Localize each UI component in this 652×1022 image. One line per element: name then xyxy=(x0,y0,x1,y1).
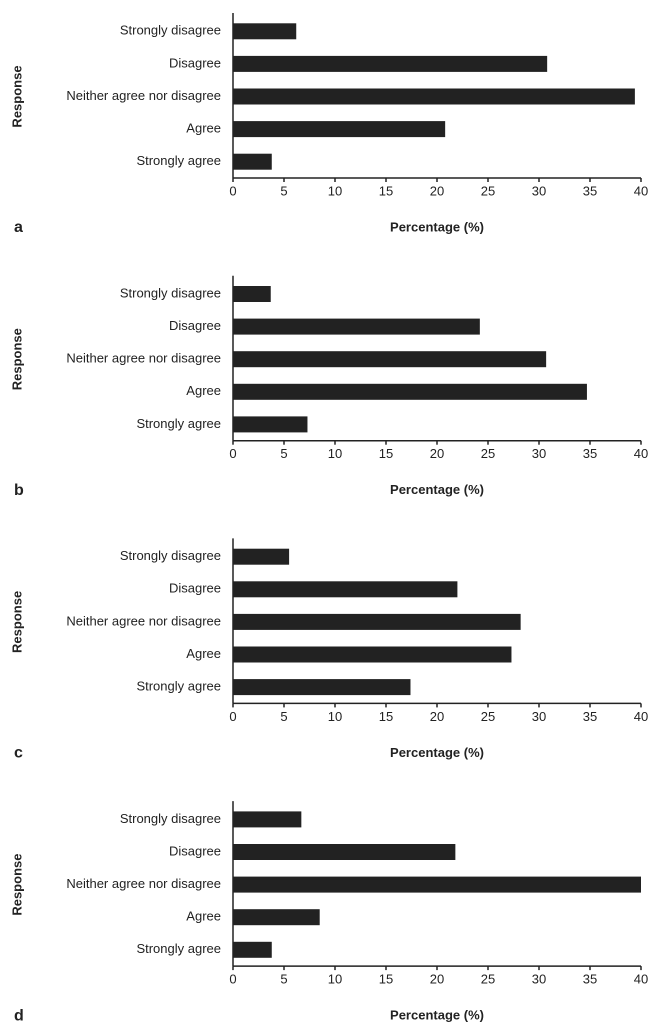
x-tick-label: 25 xyxy=(481,446,495,461)
x-tick-label: 25 xyxy=(481,183,495,198)
panel-label: b xyxy=(14,482,24,499)
x-tick-label: 10 xyxy=(328,709,342,724)
bar xyxy=(233,88,635,105)
y-axis-label: Response xyxy=(9,328,24,390)
bar xyxy=(233,548,290,565)
x-tick-label: 30 xyxy=(532,709,546,724)
x-tick-label: 40 xyxy=(634,446,648,461)
y-tick-label: Strongly disagree xyxy=(120,548,221,563)
bar xyxy=(233,351,547,368)
bar xyxy=(233,909,320,926)
panel-label: c xyxy=(14,745,23,762)
bar xyxy=(233,581,458,598)
bar xyxy=(233,941,272,958)
bar xyxy=(233,811,302,828)
y-axis-label: Response xyxy=(9,591,24,653)
bar xyxy=(233,55,548,72)
x-tick-label: 30 xyxy=(532,446,546,461)
x-tick-label: 15 xyxy=(379,446,393,461)
x-tick-label: 35 xyxy=(583,709,597,724)
x-tick-label: 40 xyxy=(634,183,648,198)
x-tick-label: 20 xyxy=(430,972,444,987)
x-axis-label: Percentage (%) xyxy=(390,219,484,234)
x-axis-label: Percentage (%) xyxy=(390,745,484,760)
y-axis-label: Response xyxy=(9,854,24,916)
y-axis-label: Response xyxy=(9,65,24,127)
x-axis-label: Percentage (%) xyxy=(390,482,484,497)
x-tick-label: 5 xyxy=(280,709,287,724)
x-tick-label: 30 xyxy=(532,183,546,198)
y-tick-label: Neither agree nor disagree xyxy=(66,876,221,891)
x-axis-label: Percentage (%) xyxy=(390,1008,484,1022)
y-tick-label: Strongly disagree xyxy=(120,811,221,826)
bar xyxy=(233,613,521,630)
y-tick-label: Agree xyxy=(186,909,221,924)
x-tick-label: 10 xyxy=(328,446,342,461)
bar xyxy=(233,383,587,400)
x-tick-label: 25 xyxy=(481,972,495,987)
y-tick-label: Strongly disagree xyxy=(120,23,221,38)
x-tick-label: 5 xyxy=(280,972,287,987)
y-tick-label: Disagree xyxy=(169,318,221,333)
x-tick-label: 40 xyxy=(634,709,648,724)
x-tick-label: 35 xyxy=(583,183,597,198)
x-tick-label: 20 xyxy=(430,183,444,198)
x-tick-label: 30 xyxy=(532,972,546,987)
x-tick-label: 20 xyxy=(430,446,444,461)
bar xyxy=(233,646,512,663)
y-tick-label: Agree xyxy=(186,121,221,136)
bar xyxy=(233,416,308,433)
x-tick-label: 20 xyxy=(430,709,444,724)
y-tick-label: Disagree xyxy=(169,843,221,858)
x-tick-label: 5 xyxy=(280,446,287,461)
x-tick-label: 10 xyxy=(328,972,342,987)
x-tick-label: 5 xyxy=(280,183,287,198)
y-tick-label: Strongly agree xyxy=(136,941,221,956)
bar xyxy=(233,679,411,696)
bar xyxy=(233,23,297,40)
y-tick-label: Agree xyxy=(186,383,221,398)
x-tick-label: 0 xyxy=(229,446,236,461)
x-tick-label: 0 xyxy=(229,183,236,198)
y-tick-label: Strongly disagree xyxy=(120,285,221,300)
bar xyxy=(233,153,272,170)
bar xyxy=(233,121,446,138)
bar xyxy=(233,876,641,893)
x-tick-label: 35 xyxy=(583,972,597,987)
y-tick-label: Strongly agree xyxy=(136,153,221,168)
y-tick-label: Disagree xyxy=(169,581,221,596)
y-tick-label: Agree xyxy=(186,646,221,661)
x-tick-label: 15 xyxy=(379,972,393,987)
y-tick-label: Disagree xyxy=(169,55,221,70)
y-tick-label: Strongly agree xyxy=(136,416,221,431)
x-tick-label: 40 xyxy=(634,972,648,987)
bar xyxy=(233,286,271,302)
x-tick-label: 0 xyxy=(229,709,236,724)
x-tick-label: 25 xyxy=(481,709,495,724)
x-tick-label: 10 xyxy=(328,183,342,198)
panel-label: a xyxy=(14,219,23,236)
panel-label: d xyxy=(14,1007,24,1022)
bar xyxy=(233,844,456,860)
x-tick-label: 35 xyxy=(583,446,597,461)
x-tick-label: 15 xyxy=(379,709,393,724)
x-tick-label: 0 xyxy=(229,972,236,987)
y-tick-label: Neither agree nor disagree xyxy=(66,613,221,628)
bar xyxy=(233,318,480,335)
y-tick-label: Neither agree nor disagree xyxy=(66,88,221,103)
y-tick-label: Neither agree nor disagree xyxy=(66,351,221,366)
x-tick-label: 15 xyxy=(379,183,393,198)
y-tick-label: Strongly agree xyxy=(136,679,221,694)
